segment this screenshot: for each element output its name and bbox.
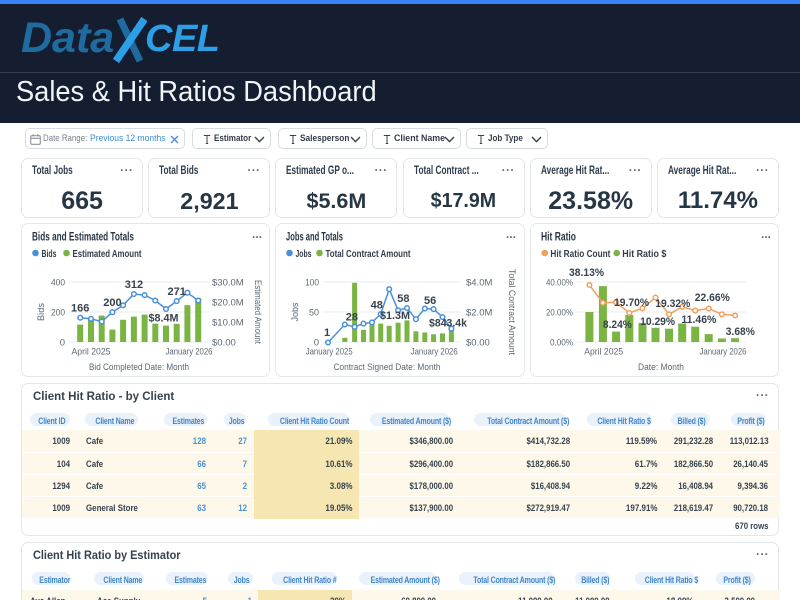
svg-text:Hit Ratio Count: Hit Ratio Count bbox=[550, 248, 610, 260]
svg-text:Jobs: Jobs bbox=[290, 302, 301, 321]
svg-text:April 2025: April 2025 bbox=[72, 347, 111, 358]
svg-text:1: 1 bbox=[324, 327, 330, 339]
svg-text:3.68%: 3.68% bbox=[725, 326, 754, 338]
svg-text:January 2026: January 2026 bbox=[166, 347, 213, 358]
svg-text:Bids: Bids bbox=[36, 303, 47, 321]
svg-text:11.46%: 11.46% bbox=[681, 314, 716, 326]
svg-text:Contract Signed Date: Month: Contract Signed Date: Month bbox=[334, 362, 441, 373]
svg-text:...: ... bbox=[252, 227, 262, 241]
svg-text:$1.3M: $1.3M bbox=[380, 310, 410, 322]
svg-text:0.00%: 0.00% bbox=[550, 338, 573, 349]
svg-text:Bids and Estimated Totals: Bids and Estimated Totals bbox=[32, 232, 134, 244]
svg-text:$2.0M: $2.0M bbox=[466, 308, 492, 319]
svg-text:$8.4M: $8.4M bbox=[149, 313, 179, 325]
svg-text:28: 28 bbox=[346, 312, 358, 324]
svg-text:20.00%: 20.00% bbox=[546, 308, 573, 319]
svg-text:100: 100 bbox=[305, 278, 319, 289]
svg-text:50: 50 bbox=[309, 308, 319, 319]
svg-text:38.13%: 38.13% bbox=[569, 267, 604, 279]
svg-text:22.66%: 22.66% bbox=[694, 292, 729, 304]
svg-text:April 2025: April 2025 bbox=[584, 347, 623, 358]
svg-text:...: ... bbox=[761, 227, 771, 241]
svg-text:January 2025: January 2025 bbox=[306, 347, 353, 358]
svg-text:Hit Ratio: Hit Ratio bbox=[541, 232, 576, 244]
svg-text:$10.0M: $10.0M bbox=[212, 318, 244, 329]
svg-text:January 2026: January 2026 bbox=[699, 347, 746, 358]
svg-text:400: 400 bbox=[51, 278, 65, 289]
svg-text:$4.0M: $4.0M bbox=[466, 278, 492, 289]
svg-text:Total Contract Amount: Total Contract Amount bbox=[326, 248, 411, 260]
svg-text:Total Contract Amount: Total Contract Amount bbox=[506, 269, 517, 355]
svg-text:...: ... bbox=[506, 227, 516, 241]
svg-text:10.29%: 10.29% bbox=[640, 316, 675, 328]
svg-text:Hit Ratio $: Hit Ratio $ bbox=[622, 248, 666, 260]
svg-text:0: 0 bbox=[314, 338, 319, 349]
svg-text:Jobs: Jobs bbox=[296, 248, 312, 260]
svg-text:0: 0 bbox=[60, 338, 65, 349]
svg-text:$20.0M: $20.0M bbox=[212, 298, 244, 309]
svg-text:312: 312 bbox=[125, 279, 143, 291]
svg-text:Estimated Amount: Estimated Amount bbox=[73, 248, 142, 260]
svg-text:$0.00: $0.00 bbox=[212, 338, 236, 349]
svg-text:$0.00: $0.00 bbox=[466, 338, 490, 349]
svg-text:$30.0M: $30.0M bbox=[212, 278, 244, 289]
svg-text:January 2026: January 2026 bbox=[411, 347, 458, 358]
svg-text:Jobs and Totals: Jobs and Totals bbox=[286, 232, 343, 244]
svg-text:$843.4k: $843.4k bbox=[429, 318, 468, 330]
svg-text:200: 200 bbox=[51, 308, 65, 319]
svg-text:Estimated Amount: Estimated Amount bbox=[252, 280, 263, 344]
svg-text:19.32%: 19.32% bbox=[655, 298, 690, 310]
svg-text:271: 271 bbox=[168, 286, 186, 298]
svg-text:Bids: Bids bbox=[42, 248, 57, 260]
svg-text:166: 166 bbox=[71, 303, 89, 315]
svg-text:200: 200 bbox=[103, 297, 121, 309]
svg-text:58: 58 bbox=[398, 293, 410, 305]
svg-text:40.00%: 40.00% bbox=[546, 278, 573, 289]
svg-text:48: 48 bbox=[371, 300, 383, 312]
svg-text:Bid Completed Date: Month: Bid Completed Date: Month bbox=[89, 362, 189, 373]
svg-text:56: 56 bbox=[424, 295, 436, 307]
svg-text:Date: Month: Date: Month bbox=[638, 362, 684, 373]
svg-text:19.70%: 19.70% bbox=[614, 297, 649, 309]
svg-text:8.24%: 8.24% bbox=[603, 319, 632, 331]
